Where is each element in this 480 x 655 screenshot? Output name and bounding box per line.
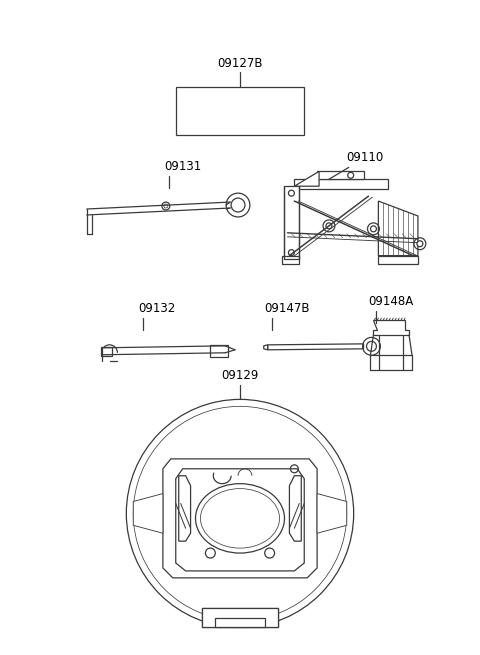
- Polygon shape: [203, 608, 277, 627]
- Polygon shape: [163, 459, 317, 578]
- Bar: [101, 347, 112, 356]
- Polygon shape: [176, 469, 304, 571]
- Text: 09132: 09132: [138, 302, 176, 315]
- Polygon shape: [378, 201, 418, 255]
- Bar: [203, 608, 277, 627]
- Polygon shape: [378, 255, 418, 263]
- Polygon shape: [285, 186, 300, 259]
- Ellipse shape: [195, 483, 285, 553]
- Polygon shape: [264, 345, 268, 350]
- Text: 09129: 09129: [221, 369, 259, 382]
- Text: 09110: 09110: [346, 151, 383, 164]
- Bar: [176, 87, 304, 135]
- Polygon shape: [317, 494, 347, 533]
- Circle shape: [326, 223, 332, 229]
- Text: 09131: 09131: [164, 160, 201, 174]
- Text: 09148A: 09148A: [369, 295, 414, 308]
- Polygon shape: [281, 255, 300, 263]
- Circle shape: [371, 226, 376, 232]
- Text: 09127B: 09127B: [217, 57, 263, 70]
- Polygon shape: [317, 172, 363, 179]
- Polygon shape: [373, 320, 409, 335]
- Bar: [216, 618, 264, 627]
- Polygon shape: [294, 172, 319, 186]
- Polygon shape: [294, 179, 388, 189]
- Polygon shape: [179, 476, 191, 541]
- Ellipse shape: [201, 489, 279, 548]
- Polygon shape: [268, 344, 363, 350]
- Text: 09147B: 09147B: [264, 302, 310, 315]
- Circle shape: [417, 241, 423, 247]
- Polygon shape: [133, 494, 163, 533]
- Polygon shape: [289, 476, 301, 541]
- Bar: [210, 345, 228, 357]
